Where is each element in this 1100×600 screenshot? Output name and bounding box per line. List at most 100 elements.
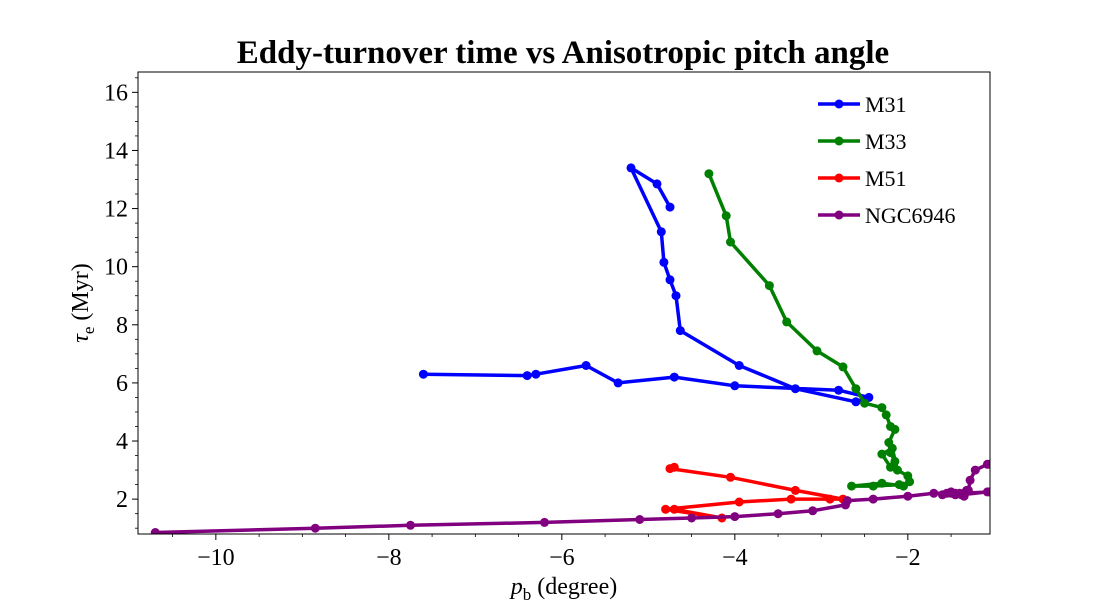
- x-tick-label: −10: [197, 545, 235, 571]
- data-point-M33: [851, 384, 861, 394]
- data-point-NGC6946: [970, 465, 980, 475]
- data-point-NGC6946: [942, 488, 952, 498]
- data-point-M33: [847, 481, 857, 491]
- data-point-M31: [656, 227, 666, 237]
- legend-item-M51: M51: [818, 166, 907, 191]
- y-tick-label: 2: [116, 487, 128, 513]
- y-axis-label: τe (Myr): [68, 263, 98, 342]
- data-point-M31: [613, 378, 623, 388]
- series-NGC6946: [150, 459, 990, 534]
- x-tick-label: −4: [722, 545, 748, 571]
- data-point-NGC6946: [841, 500, 850, 510]
- data-point-M33: [726, 237, 735, 247]
- data-point-M51: [726, 472, 735, 482]
- data-point-M51: [665, 464, 675, 474]
- data-point-M31: [790, 384, 800, 394]
- data-point-NGC6946: [982, 459, 990, 469]
- data-point-M33: [782, 317, 792, 327]
- data-point-M33: [887, 443, 897, 453]
- data-point-M51: [786, 494, 796, 504]
- legend-marker: [834, 210, 844, 220]
- y-tick-label: 4: [116, 429, 128, 455]
- data-point-M33: [892, 465, 902, 475]
- y-tick-label: 14: [104, 138, 128, 164]
- data-point-NGC6946: [406, 520, 415, 530]
- data-point-M31: [669, 372, 679, 382]
- chart-title: Eddy-turnover time vs Anisotropic pitch …: [237, 35, 889, 71]
- series-M33: [704, 169, 915, 491]
- data-point-M33: [877, 449, 887, 459]
- data-point-M33: [877, 403, 887, 413]
- legend-item-M31: M31: [818, 92, 907, 117]
- data-point-M51: [669, 504, 679, 514]
- data-point-M31: [522, 371, 532, 381]
- data-point-M31: [626, 163, 636, 173]
- data-point-M31: [851, 397, 861, 407]
- data-point-M31: [730, 381, 740, 391]
- data-point-M33: [812, 346, 822, 356]
- data-point-NGC6946: [868, 494, 878, 504]
- legend-marker: [834, 136, 844, 146]
- legend-label: NGC6946: [865, 203, 955, 228]
- data-point-M31: [665, 202, 675, 212]
- data-point-NGC6946: [929, 488, 939, 498]
- y-tick-label: 8: [116, 313, 128, 339]
- data-point-M31: [734, 361, 744, 370]
- plot-area: [150, 163, 990, 534]
- data-point-NGC6946: [959, 488, 969, 498]
- data-point-M33: [721, 211, 731, 221]
- data-point-NGC6946: [965, 475, 975, 485]
- data-point-M33: [877, 478, 887, 488]
- data-point-NGC6946: [773, 509, 783, 519]
- legend-item-M33: M33: [818, 129, 907, 154]
- y-tick-label: 6: [116, 371, 128, 397]
- data-point-NGC6946: [903, 491, 913, 501]
- data-point-M31: [581, 361, 591, 370]
- data-point-NGC6946: [808, 506, 818, 516]
- data-point-M33: [704, 169, 714, 179]
- data-point-M31: [652, 179, 662, 189]
- legend-label: M51: [865, 166, 907, 191]
- series-M51: [661, 462, 848, 523]
- data-point-M51: [734, 497, 744, 507]
- data-point-NGC6946: [310, 523, 320, 533]
- data-point-NGC6946: [985, 487, 990, 497]
- series-line-NGC6946: [155, 462, 990, 534]
- data-point-M51: [825, 494, 835, 504]
- data-point-NGC6946: [635, 515, 645, 524]
- data-point-M33: [890, 424, 900, 434]
- data-point-M33: [860, 398, 870, 408]
- data-point-M33: [894, 480, 904, 490]
- x-tick-label: −6: [549, 545, 575, 571]
- series-M31: [418, 163, 874, 407]
- data-point-M33: [886, 462, 895, 472]
- data-point-NGC6946: [730, 512, 740, 522]
- legend-label: M31: [865, 92, 907, 117]
- data-point-M33: [868, 481, 878, 491]
- data-point-M33: [838, 362, 848, 372]
- data-point-M33: [764, 281, 774, 291]
- x-axis-label: pb (degree): [509, 574, 617, 600]
- legend-item-NGC6946: NGC6946: [818, 203, 955, 228]
- legend-label: M33: [865, 129, 907, 154]
- data-point-M31: [659, 257, 669, 267]
- data-point-M31: [665, 275, 675, 285]
- data-point-NGC6946: [150, 528, 160, 534]
- legend: M31 M33 M51 NGC6946: [818, 92, 955, 228]
- axis-ticks: −10 −8 −6 −4 −2 2 4 6 8 10 12 14 16: [104, 77, 952, 571]
- data-point-M31: [675, 326, 685, 336]
- plot-frame: [137, 71, 991, 535]
- data-point-M51: [661, 504, 671, 514]
- data-point-NGC6946: [687, 513, 697, 523]
- data-point-M31: [671, 291, 681, 301]
- y-tick-label: 16: [104, 80, 128, 106]
- data-point-NGC6946: [540, 517, 549, 527]
- legend-marker: [834, 99, 844, 109]
- data-point-M31: [531, 369, 541, 379]
- data-point-M31: [418, 369, 428, 379]
- data-point-M31: [834, 385, 844, 395]
- y-tick-label: 10: [104, 255, 128, 281]
- x-tick-label: −2: [895, 545, 921, 571]
- legend-marker: [834, 173, 844, 183]
